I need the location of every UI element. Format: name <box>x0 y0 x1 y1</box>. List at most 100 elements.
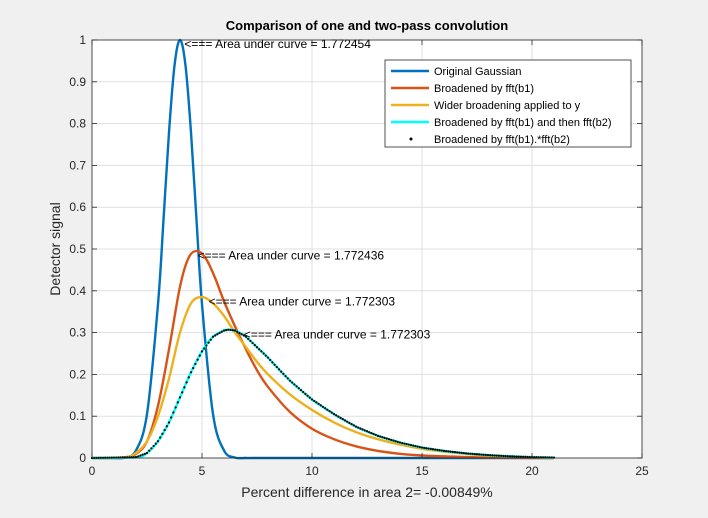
data-point <box>313 399 316 403</box>
data-point <box>317 402 320 405</box>
y-tick-label: 0.2 <box>69 367 86 381</box>
data-point <box>315 401 318 404</box>
data-point <box>497 454 501 457</box>
data-point <box>286 377 289 380</box>
data-point <box>192 367 195 370</box>
data-point <box>442 449 446 452</box>
data-point <box>385 437 388 440</box>
data-point <box>183 386 186 389</box>
data-point <box>196 358 199 361</box>
data-point <box>273 363 276 366</box>
data-point <box>319 404 322 407</box>
y-tick-label: 0.6 <box>69 200 86 214</box>
data-point <box>295 385 298 388</box>
legend-label: Broadened by fft(b1) and then fft(b2) <box>434 117 612 129</box>
data-point <box>438 449 441 452</box>
data-point <box>423 446 426 449</box>
data-point <box>381 436 384 439</box>
data-point <box>181 391 184 394</box>
data-point <box>330 411 333 414</box>
data-point <box>418 445 421 449</box>
y-tick-label: 0 <box>79 451 86 465</box>
data-point <box>304 392 307 395</box>
data-point <box>156 440 160 443</box>
data-point <box>453 451 457 454</box>
data-point <box>148 449 151 452</box>
chart-title: Comparison of one and two-pass convoluti… <box>226 18 508 33</box>
legend-box <box>384 59 632 148</box>
data-point <box>436 448 439 451</box>
data-point <box>390 438 393 441</box>
data-point <box>238 331 241 335</box>
data-point <box>159 436 162 439</box>
data-point <box>137 455 140 458</box>
data-point <box>493 454 496 457</box>
data-point <box>361 428 364 431</box>
data-point <box>383 436 386 439</box>
data-point <box>451 450 454 453</box>
data-point <box>526 455 529 459</box>
x-tick-label: 0 <box>89 464 96 478</box>
data-point <box>293 383 296 386</box>
data-point <box>214 334 217 337</box>
data-point <box>152 444 155 448</box>
data-point <box>352 424 355 427</box>
data-point <box>251 341 254 345</box>
data-point <box>253 344 256 347</box>
data-point <box>495 454 498 457</box>
data-point <box>233 329 237 332</box>
data-point <box>407 443 410 446</box>
data-point <box>484 453 487 457</box>
data-point <box>240 333 243 336</box>
y-tick-label: 0.7 <box>69 158 86 172</box>
legend-marker <box>409 137 413 141</box>
data-point <box>350 423 353 426</box>
legend-label: Wider broadening applied to y <box>434 100 581 112</box>
y-tick-label: 1 <box>79 33 86 47</box>
data-point <box>372 432 375 436</box>
data-point <box>308 396 311 399</box>
data-point <box>282 372 285 375</box>
data-point <box>227 328 230 331</box>
data-point <box>266 356 270 359</box>
data-point <box>291 381 294 384</box>
data-point <box>264 354 267 357</box>
data-point <box>299 388 303 392</box>
data-point <box>379 435 382 438</box>
y-axis-ticks: 0 0.1 0.2 0.3 0.4 0.5 0.6 0.7 0.8 0.9 1 <box>69 33 642 465</box>
data-point <box>506 455 509 458</box>
data-point <box>231 329 234 332</box>
data-point <box>511 455 514 458</box>
y-tick-label: 0.5 <box>69 242 86 256</box>
data-point <box>491 454 494 457</box>
area-annotation: <=== Area under curve = 1.772303 <box>244 328 431 342</box>
data-point <box>420 446 424 449</box>
data-point <box>143 452 146 455</box>
data-point <box>306 394 309 397</box>
data-point <box>357 426 360 429</box>
data-point <box>203 347 206 350</box>
data-point <box>502 454 505 458</box>
data-point <box>229 328 232 332</box>
data-point <box>207 341 210 344</box>
legend: Original Gaussian Broadened by fft(b1) Wid… <box>384 59 632 148</box>
data-point <box>200 350 204 353</box>
data-point <box>211 335 215 338</box>
data-point <box>456 451 459 454</box>
data-point <box>321 405 325 408</box>
y-tick-label: 0.9 <box>69 75 86 89</box>
data-point <box>170 416 173 419</box>
data-point <box>150 447 153 450</box>
data-point <box>167 421 171 424</box>
data-point <box>486 453 490 457</box>
data-point <box>440 449 443 452</box>
data-point <box>398 441 402 444</box>
data-point <box>370 431 373 435</box>
data-point <box>335 414 338 417</box>
data-point <box>469 452 472 455</box>
data-point <box>447 450 450 453</box>
data-point <box>504 454 507 458</box>
data-point <box>478 453 481 456</box>
